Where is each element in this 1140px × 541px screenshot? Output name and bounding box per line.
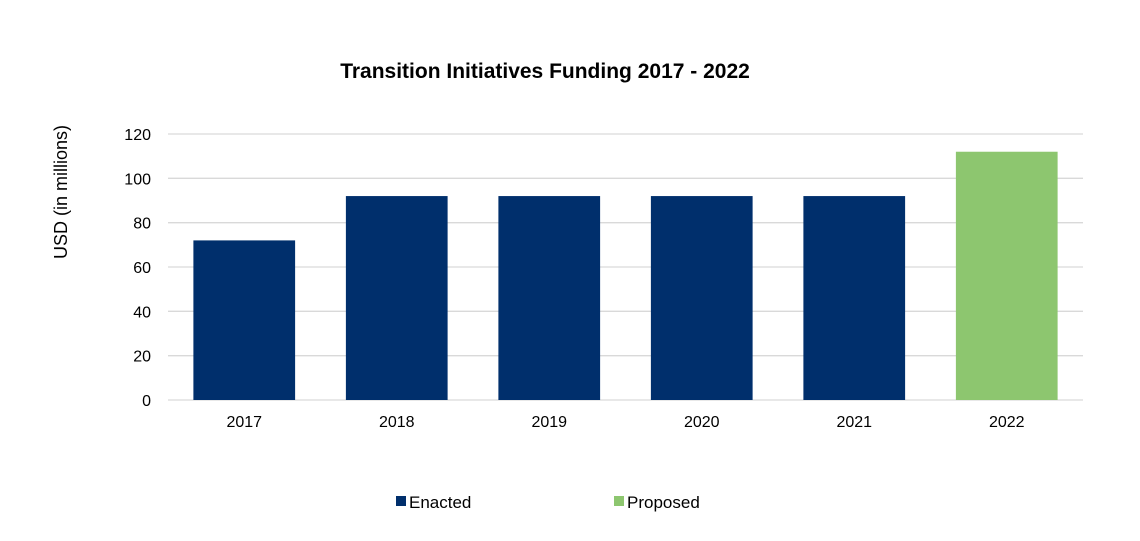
y-axis-ticks: 0 20 40 60 80 100 120 — [124, 127, 151, 410]
x-axis-ticks: 2017 2018 2019 2020 2021 2022 — [226, 414, 1024, 431]
y-tick-label: 60 — [133, 260, 151, 277]
bar-2019 — [498, 196, 601, 400]
y-tick-label: 0 — [142, 393, 151, 410]
bars — [193, 151, 1058, 400]
bar-2018 — [345, 196, 448, 400]
x-tick-label: 2021 — [836, 414, 872, 431]
bar-2020 — [650, 196, 753, 400]
y-tick-label: 80 — [133, 216, 151, 233]
x-tick-label: 2022 — [989, 414, 1025, 431]
legend-label-proposed: Proposed — [627, 493, 700, 512]
legend-label-enacted: Enacted — [409, 493, 471, 512]
gridlines — [168, 133, 1083, 401]
y-tick-label: 100 — [124, 171, 151, 188]
legend: Enacted Proposed — [396, 493, 700, 512]
y-tick-label: 20 — [133, 349, 151, 366]
bar-2022 — [955, 151, 1058, 400]
legend-swatch-enacted — [396, 496, 406, 506]
legend-swatch-proposed — [614, 496, 624, 506]
x-tick-label: 2020 — [684, 414, 720, 431]
x-tick-label: 2017 — [226, 414, 262, 431]
y-tick-label: 40 — [133, 304, 151, 321]
chart-title: Transition Initiatives Funding 2017 - 20… — [340, 60, 750, 83]
x-tick-label: 2019 — [531, 414, 567, 431]
y-axis-label: USD (in millions) — [51, 125, 71, 259]
x-tick-label: 2018 — [379, 414, 415, 431]
bar-2017 — [193, 240, 296, 400]
y-tick-label: 120 — [124, 127, 151, 144]
bar-2021 — [803, 196, 906, 400]
